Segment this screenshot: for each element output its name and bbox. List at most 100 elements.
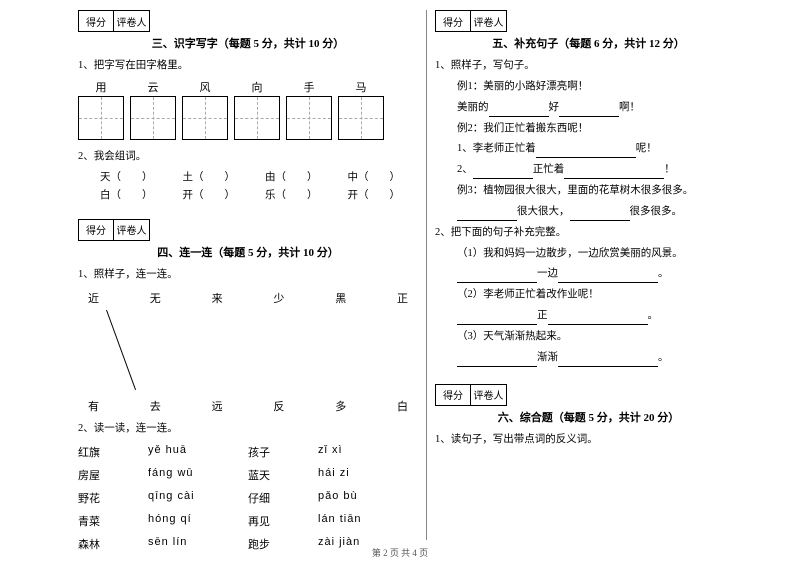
pinyin: hónɡ qí [148,513,248,529]
t: 。 [658,352,669,363]
s6-q1: 1、读句子，写出带点词的反义词。 [435,431,742,449]
s5-q2-3b: 渐渐 。 [435,349,742,367]
grid-box [234,96,280,140]
pinyin-row: 青菜hónɡ qí再见lán tiān [78,513,418,529]
pinyin: yě huā [148,444,248,460]
grid-box [130,96,176,140]
char-label: 用 [78,79,124,95]
s5-line3: 2、 正忙着 ！ [435,161,742,179]
s5-q2-1: （1）我和妈妈一边散步，一边欣赏美丽的风景。 [435,245,742,263]
match-item: 黑 [335,290,346,306]
s5-ex1: 例1：美丽的小路好漂亮啊！ [435,78,742,96]
score-box-5: 得分 评卷人 [435,10,742,32]
match-item: 有 [88,398,99,414]
pinyin-row: 房屋fánɡ wū蓝天hái zi [78,467,418,483]
char-grid: 用 [78,79,124,140]
hanzi: 红旗 [78,444,148,460]
match-bottom: 有去远反多白 [78,398,418,414]
score-label: 得分 [435,384,471,406]
s5-q2-2: （2）李老师正忙着改作业呢！ [435,286,742,304]
reviewer-label: 评卷人 [114,10,150,32]
match-item: 来 [212,290,223,306]
section-4-title: 四、连一连（每题 5 分，共计 10 分） [78,244,418,260]
score-box-6: 得分 评卷人 [435,384,742,406]
match-line [106,309,136,389]
pinyin: pǎo bù [318,490,418,506]
pinyin: zǐ xì [318,444,418,460]
char-label: 手 [286,79,332,95]
left-column: 得分 评卷人 三、识字写字（每题 5 分，共计 10 分） 1、把字写在田字格里… [70,10,427,540]
pinyin-row: 红旗yě huā孩子zǐ xì [78,444,418,460]
s3-row2: 白（ ）开（ ）乐（ ）开（ ） [78,187,418,202]
blank [489,105,549,117]
s3-q1: 1、把字写在田字格里。 [78,57,418,75]
t: 2、 [457,164,473,175]
score-box-3: 得分 评卷人 [78,10,418,32]
t: 正 [537,310,548,321]
pinyin: qīnɡ cài [148,490,248,506]
s5-line1: 美丽的好啊！ [435,99,742,117]
t: ！ [664,164,675,175]
blank [473,167,533,179]
hanzi: 蓝天 [248,467,318,483]
t: 正忙着 [533,164,565,175]
grid-box [182,96,228,140]
s4-q2: 2、读一读，连一连。 [78,420,418,438]
hanzi: 再见 [248,513,318,529]
grid-box [78,96,124,140]
blank [570,209,630,221]
pinyin: fánɡ wū [148,467,248,483]
blank [457,209,517,221]
s5-ex3: 例3：植物园很大很大，里面的花草树木很多很多。 [435,182,742,200]
char-grid: 风 [182,79,228,140]
s5-q2: 2、把下面的句子补充完整。 [435,224,742,242]
blank [457,355,537,367]
match-item: 正 [397,290,408,306]
t: 。 [658,268,669,279]
s5-q2-1b: 一边 。 [435,265,742,283]
word-item: 白（ ） [100,187,153,202]
page-footer: 第 2 页 共 4 页 [0,546,800,559]
char-label: 云 [130,79,176,95]
grid-box [338,96,384,140]
blank [564,167,664,179]
t: 好 [549,102,560,113]
s5-line4: 很大很大，很多很多。 [435,203,742,221]
section-3-title: 三、识字写字（每题 5 分，共计 10 分） [78,35,418,51]
match-item: 白 [397,398,408,414]
blank [558,271,658,283]
page: 得分 评卷人 三、识字写字（每题 5 分，共计 10 分） 1、把字写在田字格里… [0,0,800,540]
s5-q2-3: （3）天气渐渐热起来。 [435,328,742,346]
hanzi: 青菜 [78,513,148,529]
word-item: 开（ ） [183,187,236,202]
pinyin-row: 野花qīnɡ cài仔细pǎo bù [78,490,418,506]
match-item: 少 [273,290,284,306]
blank [559,105,619,117]
section-6-title: 六、综合题（每题 5 分，共计 20 分） [435,409,742,425]
word-item: 由（ ） [265,169,318,184]
t: 啊！ [619,102,640,113]
t: 呢！ [636,143,657,154]
t: 很大很大， [517,206,570,217]
s5-q2-2b: 正。 [435,307,742,325]
s5-line2: 1、李老师正忙着呢！ [435,140,742,158]
blank [558,355,658,367]
match-item: 多 [335,398,346,414]
char-label: 马 [338,79,384,95]
char-grid: 云 [130,79,176,140]
t: 一边 [537,268,558,279]
char-grid: 手 [286,79,332,140]
word-item: 乐（ ） [265,187,318,202]
blank [536,146,636,158]
word-item: 中（ ） [348,169,401,184]
s3-q2: 2、我会组词。 [78,148,418,166]
t: 渐渐 [537,352,558,363]
word-item: 天（ ） [100,169,153,184]
char-grids: 用云风向手马 [78,79,418,140]
word-item: 土（ ） [183,169,236,184]
score-label: 得分 [78,219,114,241]
pinyin: lán tiān [318,513,418,529]
match-item: 近 [88,290,99,306]
score-label: 得分 [78,10,114,32]
pinyin: hái zi [318,467,418,483]
